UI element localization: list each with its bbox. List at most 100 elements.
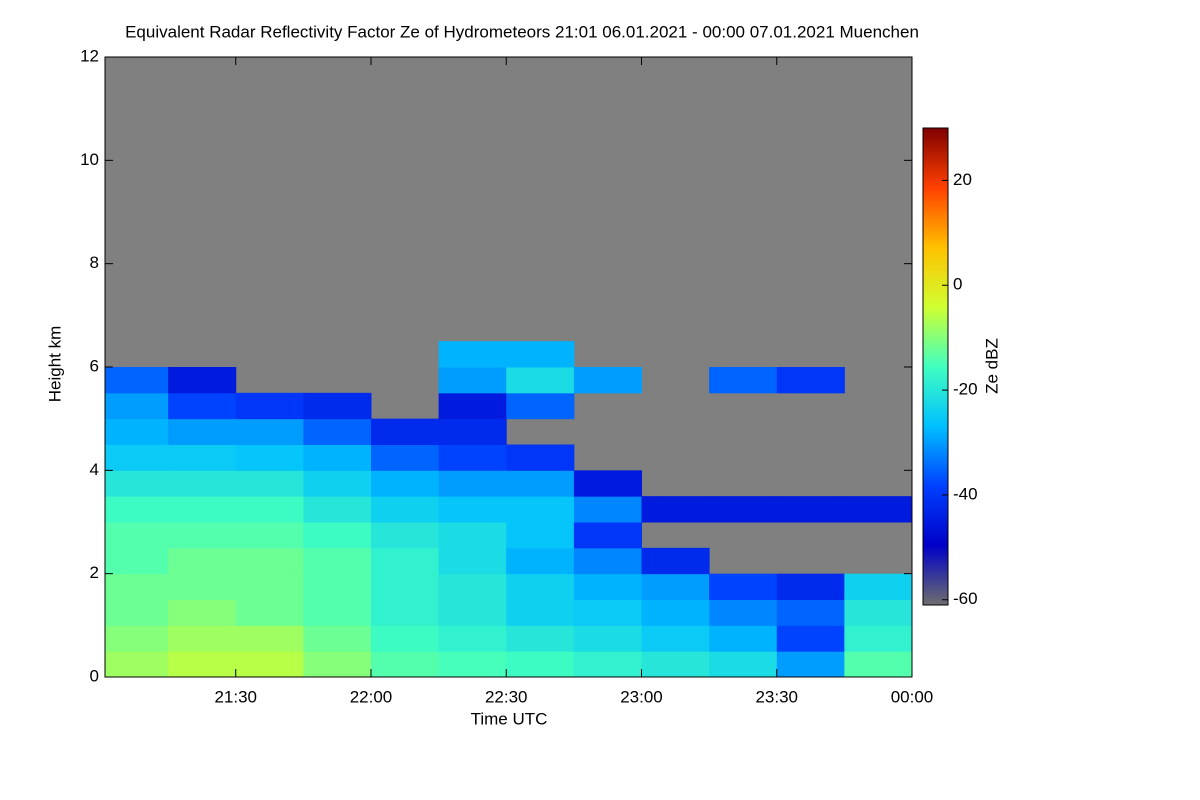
heatmap-cell [370,573,440,600]
heatmap-cell [105,651,169,678]
heatmap-cell [438,470,507,497]
heatmap-cell [709,599,778,626]
heatmap-cell [641,599,710,626]
heatmap-cell [641,547,710,575]
heatmap-cell [573,367,642,394]
heatmap-cell [573,522,642,549]
colorbar-tick-label: -40 [953,484,978,503]
heatmap-cell [438,599,507,626]
heatmap-cell [573,496,642,523]
heatmap-cell [370,444,440,471]
heatmap-cell [168,367,237,394]
heatmap-cell [844,651,913,678]
heatmap-cell [573,599,642,626]
heatmap-cell [573,651,642,678]
heatmap-cell [506,625,575,652]
heatmap-cell [105,547,169,575]
heatmap-cell [844,599,913,626]
heatmap-cell [303,444,372,471]
heatmap-cell [235,444,304,471]
heatmap-cell [573,573,642,600]
heatmap-cell [776,651,845,678]
heatmap-cell [235,392,304,420]
heatmap-cell [235,651,304,678]
heatmap-cell [235,522,304,549]
colorbar-tick-label: -60 [953,589,978,608]
heatmap-cell [370,418,440,445]
heatmap-cell [438,341,507,368]
heatmap-cell [438,367,507,394]
heatmap-cell [776,496,845,523]
heatmap-cell [370,470,440,497]
heatmap-cell [168,573,237,600]
y-tick-label: 4 [90,460,99,479]
heatmap-cell [709,651,778,678]
heatmap-cell [105,367,169,394]
heatmap-cell [303,599,372,626]
heatmap-cell [506,522,575,549]
heatmap-cell [844,573,913,600]
heatmap-cell [105,573,169,600]
colorbar-tick-label: 20 [953,170,972,189]
y-tick-label: 8 [90,253,99,272]
heatmap-cell [438,573,507,600]
heatmap-cell [235,496,304,523]
y-tick-label: 6 [90,356,99,375]
heatmap-cell [235,573,304,600]
heatmap-cell [506,496,575,523]
heatmap-cell [776,625,845,652]
chart-title: Equivalent Radar Reflectivity Factor Ze … [125,22,919,41]
heatmap-cell [370,547,440,575]
heatmap-cell [709,496,778,523]
heatmap-cell [709,573,778,600]
x-tick-label: 23:00 [620,687,663,706]
y-tick-label: 2 [90,563,99,582]
heatmap-cell [168,470,237,497]
heatmap-cell [303,651,372,678]
x-axis-label: Time UTC [471,709,548,728]
colorbar-label: Ze dBZ [982,338,1001,394]
heatmap-cell [168,418,237,445]
heatmap-cell [370,651,440,678]
heatmap-cell [438,625,507,652]
heatmap-cell [105,392,169,420]
heatmap-cell [438,392,507,420]
heatmap-cell [573,625,642,652]
heatmap-cell [641,496,710,523]
heatmap-cell [844,625,913,652]
heatmap-cell [303,573,372,600]
heatmap-cell [168,547,237,575]
heatmap-cell [370,522,440,549]
heatmap-cell [438,418,507,445]
heatmap-cell [438,547,507,575]
heatmap-cell [303,522,372,549]
heatmap-cell [370,496,440,523]
x-tick-label: 00:00 [891,687,934,706]
y-tick-label: 10 [80,150,99,169]
y-tick-label: 12 [80,46,99,65]
heatmap-cell [303,625,372,652]
heatmap-cell [506,470,575,497]
heatmap-cell [303,392,372,420]
heatmap-cell [168,522,237,549]
heatmap-cell [438,444,507,471]
colorbar-tick-label: 0 [953,275,962,294]
colorbar [922,127,949,606]
heatmap-cell [506,547,575,575]
heatmap-cell [641,573,710,600]
x-tick-label: 21:30 [214,687,257,706]
heatmap-cell [506,651,575,678]
heatmap-cell [641,625,710,652]
heatmap-cell [168,625,237,652]
heatmap-cell [641,651,710,678]
heatmap-cell [168,392,237,420]
heatmap-cell [776,599,845,626]
heatmap-cell [168,496,237,523]
heatmap-cell [844,496,913,523]
heatmap-cell [776,573,845,600]
colorbar-tick-label: -20 [953,380,978,399]
heatmap-cell [506,392,575,420]
x-tick-label: 22:00 [350,687,393,706]
heatmap-cell [105,470,169,497]
